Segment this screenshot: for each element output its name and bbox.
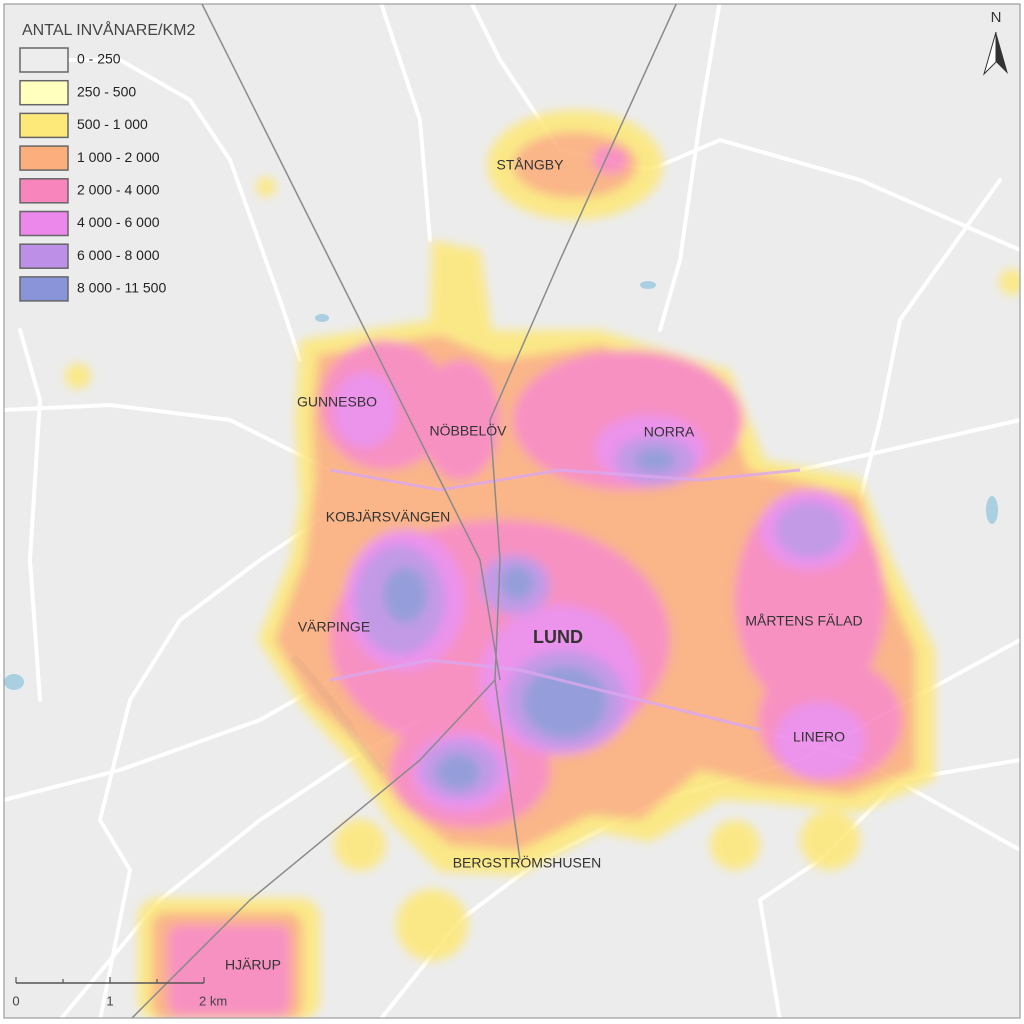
road	[97, 518, 322, 1018]
place-label: NORRA	[644, 424, 695, 440]
place-label: NÖBBELÖV	[429, 422, 507, 439]
arrow-right	[996, 32, 1008, 74]
north-label: N	[991, 9, 1002, 26]
legend-label: 8 000 - 11 500	[77, 280, 166, 296]
blob	[396, 889, 468, 961]
north-arrow: N	[982, 9, 1008, 76]
blob	[775, 702, 865, 778]
lake	[986, 496, 998, 524]
legend-label: 4 000 - 6 000	[77, 214, 160, 230]
blob	[500, 566, 534, 600]
blob	[775, 502, 845, 558]
place-label: GUNNESBO	[297, 394, 377, 410]
scale-label: 1	[106, 993, 113, 1008]
legend-label: 250 - 500	[77, 83, 136, 99]
place-label: LUND	[533, 627, 583, 647]
blob	[800, 810, 860, 870]
railway	[494, 679, 521, 861]
road	[18, 328, 43, 702]
legend-label: 500 - 1 000	[77, 116, 148, 132]
place-label: LINERO	[793, 729, 845, 745]
blob	[592, 146, 628, 174]
scale-label: 0	[12, 993, 19, 1008]
legend-swatch	[19, 276, 69, 302]
blob	[65, 363, 91, 389]
blob	[635, 448, 675, 472]
road	[28, 58, 302, 362]
legend-swatch	[19, 210, 69, 237]
density-layer	[65, 110, 1020, 1018]
scale-label: 2 km	[199, 993, 227, 1008]
place-label: STÅNGBY	[497, 157, 565, 173]
road	[658, 4, 722, 332]
legend-title: ANTAL INVÅNARE/KM2	[22, 20, 195, 39]
lake	[315, 314, 329, 322]
scale-bar: 0 1 2 km	[12, 977, 227, 1008]
density-8000-11500	[383, 448, 675, 790]
place-label: BERGSTRÖMSHUSEN	[453, 854, 602, 871]
frame	[3, 3, 1021, 1019]
roads-over	[329, 468, 801, 732]
legend-swatch	[19, 47, 69, 73]
legend-swatch	[19, 178, 69, 204]
lake	[640, 281, 656, 289]
legend-swatch	[19, 243, 69, 269]
legend-swatch	[19, 79, 69, 106]
legend: ANTAL INVÅNARE/KM2 0 - 250 250 - 500 500 -…	[19, 20, 195, 302]
legend-label: 1 000 - 2 000	[77, 149, 160, 165]
road	[379, 4, 432, 242]
blob	[420, 360, 500, 480]
blob	[436, 754, 480, 790]
blob	[710, 820, 760, 870]
legend-label: 0 - 250	[77, 51, 121, 67]
legend-label: 6 000 - 8 000	[77, 247, 160, 263]
blob	[333, 372, 397, 448]
legend-swatch	[19, 112, 69, 139]
place-label: VÄRPINGE	[298, 619, 370, 635]
blob	[383, 567, 427, 623]
map-body: STÅNGBY GUNNESBO NÖBBELÖV NORRA KOBJÄRSV…	[4, 4, 1020, 1018]
place-label: KOBJÄRSVÄNGEN	[326, 509, 450, 525]
blob	[168, 925, 290, 1015]
railway	[201, 4, 501, 681]
lake	[4, 674, 24, 690]
blob	[334, 819, 386, 871]
place-label: HJÄRUP	[225, 957, 281, 973]
place-labels: STÅNGBY GUNNESBO NÖBBELÖV NORRA KOBJÄRSV…	[225, 157, 863, 973]
legend-label: 2 000 - 4 000	[77, 182, 160, 198]
railway	[130, 4, 678, 1018]
blob	[523, 666, 607, 738]
road	[329, 468, 801, 492]
blob	[256, 177, 276, 197]
legend-swatch	[19, 145, 69, 171]
road	[858, 178, 1002, 502]
place-label: MÅRTENS FÄLAD	[745, 613, 862, 629]
railways	[130, 4, 678, 1018]
road	[329, 658, 761, 732]
blob	[999, 269, 1020, 295]
